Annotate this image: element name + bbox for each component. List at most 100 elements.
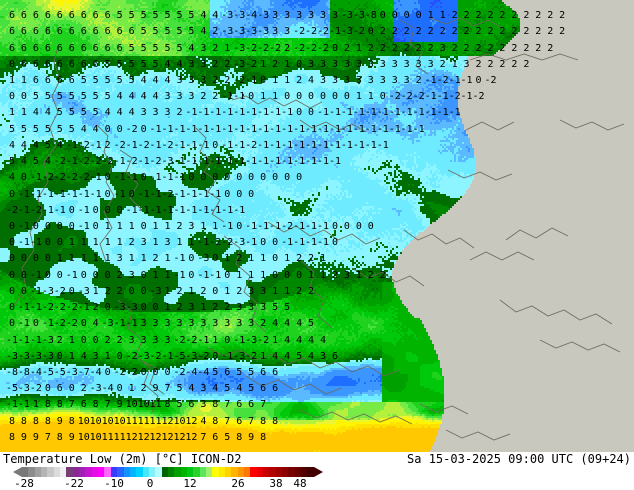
grid-value-label: 1 [260,253,267,265]
grid-value-label: 0 [56,350,63,362]
grid-value-label: 5 [92,75,99,86]
grid-value-label: 3 [284,26,291,38]
colorbar-segment [294,467,302,477]
grid-value-label: 1 [355,269,362,281]
color-scale[interactable] [13,467,323,477]
grid-value-label: 0 [212,285,219,297]
grid-value-label: 3 [188,75,195,86]
grid-value-label: 5 [140,42,147,54]
grid-value-label: -3 [245,334,258,346]
grid-value-label: 5 [152,58,159,70]
grid-value-label: 2 [367,42,374,54]
grid-value-label: 5 [176,383,183,395]
grid-value-label: 3 [200,318,207,330]
grid-value-label: 1 [272,334,279,346]
grid-value-label: -1 [460,91,473,103]
grid-value-label: 9 [68,431,75,443]
colorbar-segment [72,467,80,477]
grid-value-label: 1 [128,221,135,232]
grid-value-label: -1 [364,123,377,135]
colorbar-segment [193,467,200,477]
map-viewport[interactable]: 6 6 6 6 6 6 6 6 6 5 5 5 5 5 5 5 4 4 -3 -3 -4 -3 3 3 3 3 3 3 -3 -3 -8 0 0… [0,0,634,452]
grid-value-label: 2 [511,10,518,22]
grid-value-label: -1 [29,334,42,346]
grid-value-label: 3 [188,318,195,330]
grid-value-label: 6 [104,26,111,38]
grid-value-label: 0 [104,172,111,184]
colorbar-over-arrow [314,467,323,477]
grid-value-label: -2 [245,42,258,54]
grid-value-label: -1 [304,221,318,232]
grid-value-label: 4 [296,334,303,346]
grid-value-label: 3 [200,383,207,395]
grid-value-label: -3 [340,10,353,22]
grid-value-label: -1 [281,107,294,119]
grid-value-label: -1 [185,107,198,119]
grid-value-label: -1 [257,221,270,232]
grid-value-label: 4 [152,75,159,86]
grid-value-label: -1 [221,107,234,119]
grid-value-label: -1 [17,318,30,330]
grid-value-label: 8 [164,399,171,411]
grid-value-label: 6 [104,42,111,54]
grid-value-label: -1 [316,221,330,232]
grid-value-label: 8 [92,399,99,411]
grid-value-label: -2 [448,91,461,103]
grid-value-label: 2 [80,383,87,395]
grid-value-label: 0 [140,221,147,232]
grid-value-label: 0 [403,10,410,22]
grid-value-label: 1 [68,334,75,346]
grid-value-label: 1 [427,10,434,22]
grid-value-label: -3 [233,26,246,38]
grid-value-label: 3 [331,10,339,22]
grid-value-label: 4 [307,334,315,346]
grid-value-label: -1 [17,302,30,314]
grid-value-label: 0 [367,26,374,38]
grid-value-label: -1 [77,204,90,216]
grid-value-label: 1 [224,42,231,54]
grid-value-label: 2 [224,302,231,314]
grid-value-label: -3 [233,10,246,22]
colorbar-segment [41,467,48,477]
grid-value-label: 1 [92,237,99,249]
grid-value-label: 6 [104,10,111,22]
grid-value-label: 2 [272,58,279,70]
grid-value-label: 5 [8,123,16,135]
grid-value-label: 7 [164,383,171,395]
grid-value-label: 1 [439,10,446,22]
colorbar-tick: 38 [269,477,283,490]
grid-value-label: -1 [269,123,282,135]
grid-value-label: 3 [403,58,410,70]
grid-value-label: -2 [161,139,174,151]
grid-value-label: 2 [307,285,315,297]
grid-value-label: -1 [221,350,234,362]
grid-value-label: 4 [319,334,327,346]
grid-value-label: -1 [316,237,330,249]
grid-value-label: 2 [176,221,183,232]
grid-value-label: 6 [32,58,39,70]
grid-value-label: 6 [32,10,39,22]
grid-value-label: 5 [128,58,135,70]
grid-value-label: -1 [149,123,162,135]
grid-value-label: 2 [499,10,506,22]
grid-value-label: -2 [304,26,318,38]
grid-value-label: -1 [364,107,377,119]
grid-value-label: 12 [125,431,138,443]
grid-value-label: 6 [260,367,267,378]
grid-value-label: 1 [200,221,207,232]
grid-value-label: -1 [281,123,294,135]
grid-value-label: -1 [436,91,449,103]
grid-value-label: 7 [248,415,255,427]
grid-value-label: -1 [328,123,342,135]
colorbar-segment [269,467,276,477]
grid-value-label: 2 [212,26,219,38]
grid-value-label: 1 [164,269,171,281]
grid-value-label: 2 [475,26,482,38]
grid-value-label: 6 [116,42,123,54]
grid-value-label: 3 [152,107,159,119]
grid-value-label: 2 [451,10,458,22]
colorbar-segment [28,467,35,477]
grid-value-label: -2 [269,42,282,54]
grid-value-label: -1 [304,123,318,135]
